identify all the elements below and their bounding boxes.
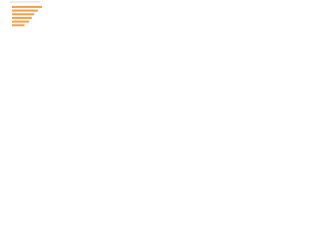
- bar: [12, 24, 25, 27]
- title-placeholder: [10, 1, 40, 3]
- bar: [12, 5, 42, 8]
- bar: [12, 13, 35, 16]
- bar: [12, 9, 38, 12]
- bar: [12, 20, 30, 23]
- bars: [12, 5, 42, 27]
- chart: [10, 1, 42, 27]
- bar: [12, 16, 32, 19]
- page: {"chart_data": {"type": "bar", "orientat…: [0, 0, 50, 29]
